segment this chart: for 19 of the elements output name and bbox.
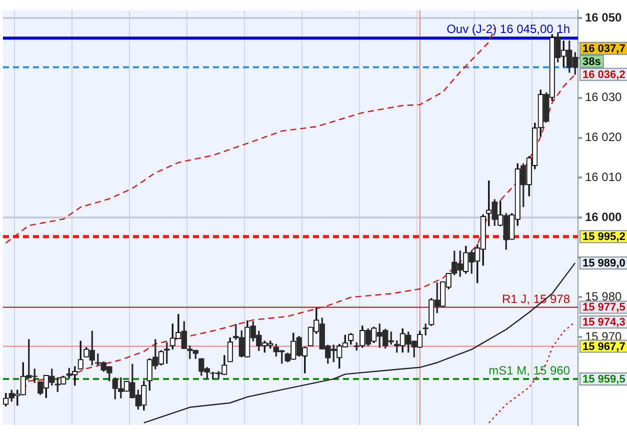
text: 38s xyxy=(582,56,601,68)
ref-line-label: Ouv (J-2) 16 045,00 1h xyxy=(446,22,570,36)
y-tick-label: 16 050 xyxy=(585,10,622,24)
text: 15 959,5 xyxy=(582,373,626,386)
y-tick-label: 16 020 xyxy=(585,130,622,144)
text: 15 989,0 xyxy=(582,257,626,270)
text: 15 995,2 xyxy=(582,231,626,244)
text: 15 974,3 xyxy=(582,316,626,328)
ref-line-label: R1 J, 15 978 xyxy=(502,292,570,306)
y-tick-label: 16 030 xyxy=(585,90,622,104)
text: 16 037,7 xyxy=(582,42,626,55)
text: 15 977,5 xyxy=(582,302,626,314)
y-tick-label: 16 000 xyxy=(585,210,622,224)
text: 15 967,7 xyxy=(582,340,626,353)
ref-line-label: mS1 M, 15 960 xyxy=(488,363,570,378)
line-series xyxy=(488,321,576,424)
y-tick-label: 15 980 xyxy=(585,290,622,304)
text: 16 036,2 xyxy=(582,68,626,81)
y-tick-label: 16 010 xyxy=(585,170,622,184)
